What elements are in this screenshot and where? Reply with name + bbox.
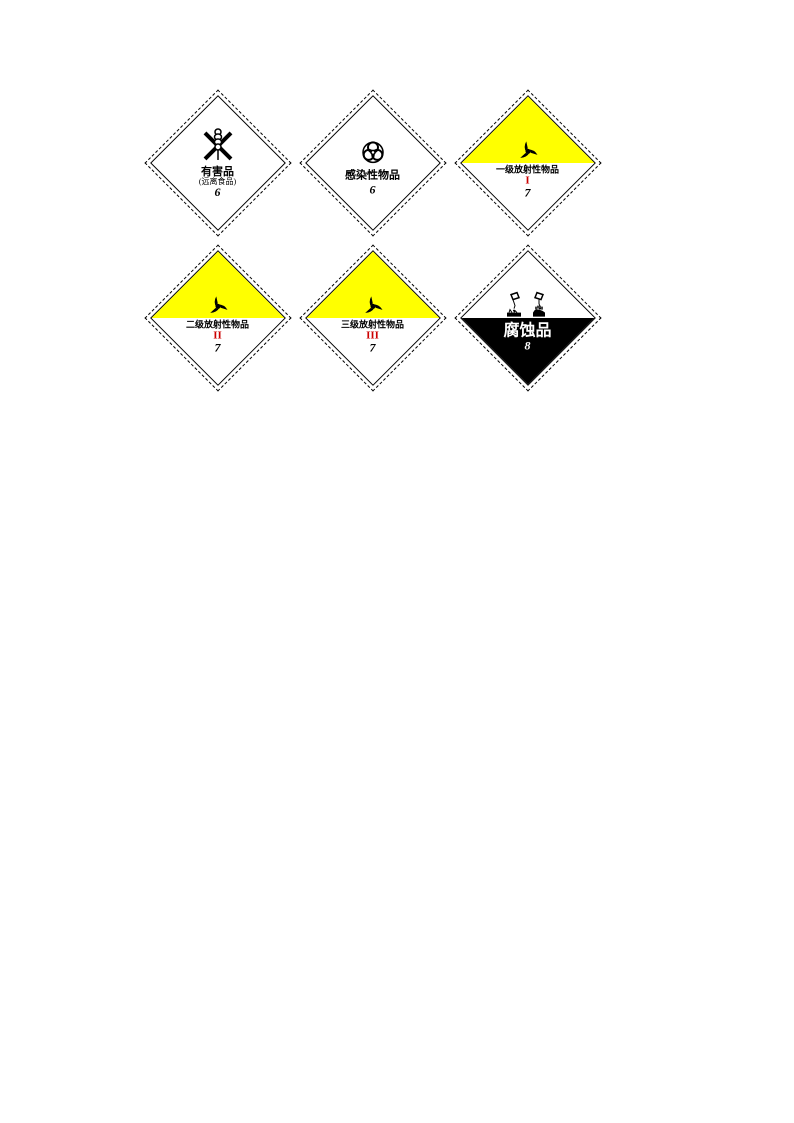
trefoil-icon	[143, 280, 293, 318]
placard-title: 二级放射性物品	[143, 320, 293, 330]
placard-corrosive: 腐蚀品 8	[450, 240, 605, 395]
placard-title: 腐蚀品	[453, 322, 603, 340]
placard-harmful: 有害品 (远离食品) 6	[140, 85, 295, 240]
cross-wheat-icon	[143, 125, 293, 163]
placard-radioactive-3: 三级放射性物品 III 7	[295, 240, 450, 395]
placard-radioactive-2: 二级放射性物品 II 7	[140, 240, 295, 395]
placard-infectious: 感染性物品 6	[295, 85, 450, 240]
trefoil-icon	[453, 125, 603, 163]
class-number: 8	[453, 340, 603, 353]
biohazard-icon	[298, 129, 448, 167]
class-number: 7	[453, 187, 603, 200]
placard-content: 有害品 (远离食品) 6	[143, 125, 293, 199]
trefoil-icon	[298, 280, 448, 318]
placard-title: 三级放射性物品	[298, 320, 448, 330]
hazmat-placard-grid: 有害品 (远离食品) 6 感染性物品 6	[140, 85, 605, 395]
placard-title: 感染性物品	[298, 169, 448, 181]
corrosive-icon	[453, 282, 603, 320]
placard-content: 一级放射性物品 I 7	[453, 125, 603, 200]
placard-radioactive-1: 一级放射性物品 I 7	[450, 85, 605, 240]
placard-title: 一级放射性物品	[453, 165, 603, 175]
class-number: 6	[143, 186, 293, 199]
placard-content: 感染性物品 6	[298, 129, 448, 196]
class-number: 7	[298, 342, 448, 355]
placard-content: 三级放射性物品 III 7	[298, 280, 448, 355]
placard-content: 腐蚀品 8	[453, 282, 603, 353]
placard-content: 二级放射性物品 II 7	[143, 280, 293, 355]
class-number: 6	[298, 183, 448, 196]
class-number: 7	[143, 342, 293, 355]
